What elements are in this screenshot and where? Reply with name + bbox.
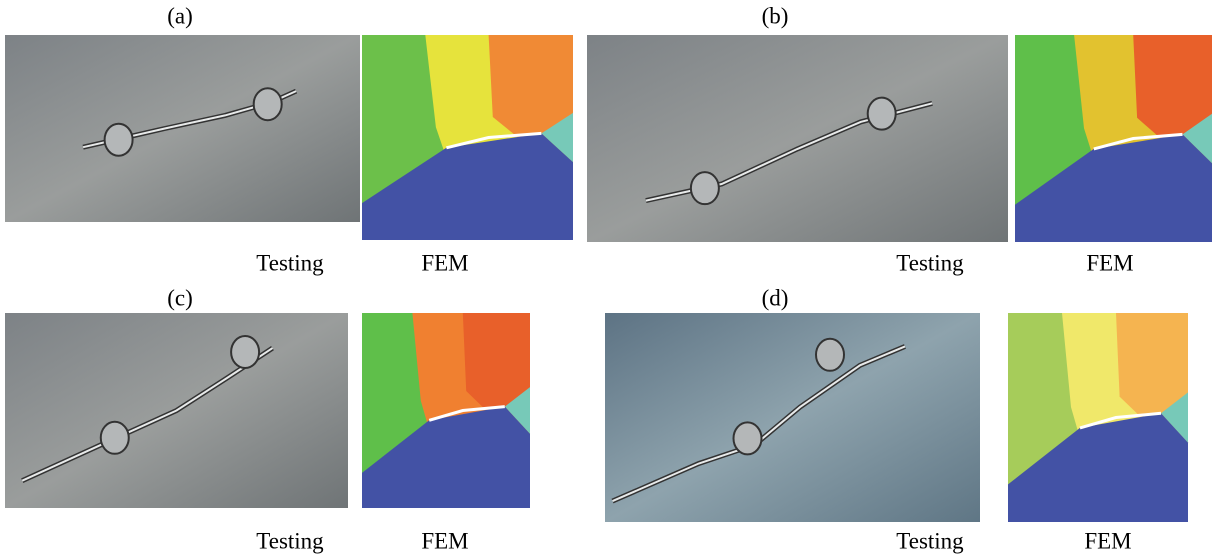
- testing-caption: Testing: [256, 250, 324, 275]
- panel-label: (a): [167, 3, 193, 28]
- hole: [105, 124, 133, 156]
- testing-photo: [587, 35, 1008, 242]
- testing-photo: [5, 35, 360, 222]
- hole: [691, 172, 719, 204]
- fem-caption: FEM: [421, 528, 468, 553]
- panel-label: (c): [167, 285, 193, 310]
- testing-caption: Testing: [896, 528, 964, 553]
- fem-caption: FEM: [421, 250, 468, 275]
- hole: [101, 422, 129, 454]
- hole: [231, 336, 259, 368]
- panel-label: (d): [762, 285, 789, 310]
- fem-caption: FEM: [1086, 250, 1133, 275]
- panel-label: (b): [762, 3, 789, 28]
- figure: (a) Testing FEM (b) Testing FEM (c) Testing FEM (…: [0, 0, 1217, 558]
- hole: [868, 98, 896, 130]
- fem-caption: FEM: [1084, 528, 1131, 553]
- hole: [816, 339, 844, 371]
- testing-photo: [605, 313, 980, 522]
- hole: [734, 422, 762, 454]
- testing-caption: Testing: [896, 250, 964, 275]
- hole: [254, 88, 282, 120]
- testing-caption: Testing: [256, 528, 324, 553]
